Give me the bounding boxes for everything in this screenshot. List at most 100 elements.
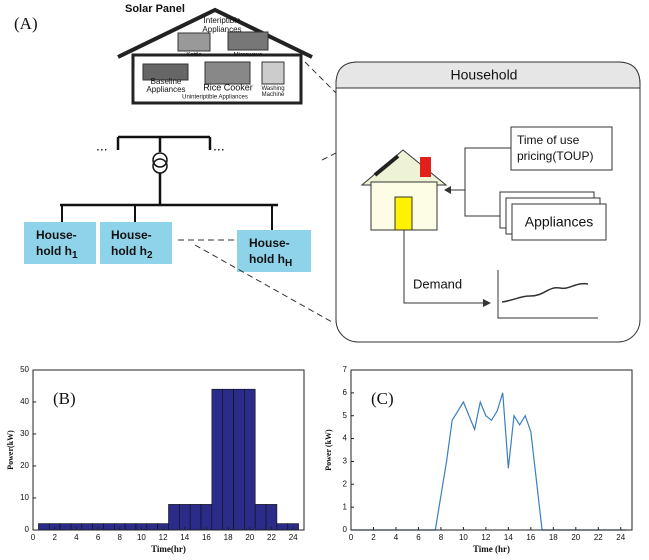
y-tick-label: 40 [20, 397, 29, 406]
x-tick-label: 8 [117, 533, 122, 542]
x-tick-label: 0 [31, 533, 36, 542]
x-tick-label: 22 [267, 533, 276, 542]
bar [265, 504, 278, 531]
x-tick-label: 10 [137, 533, 146, 542]
x-tick-label: 2 [371, 533, 376, 542]
bar [233, 388, 245, 531]
subscript: H [285, 258, 292, 269]
bar [124, 523, 137, 531]
arrowhead [483, 299, 491, 307]
bar [200, 504, 213, 531]
household-label: House-hold hH [249, 236, 292, 268]
bar [222, 388, 234, 531]
kettle-icon [177, 32, 211, 52]
label: Interiptible Appliances [202, 16, 241, 34]
y-tick-label: 30 [20, 429, 29, 438]
kettle-label: Kettle [186, 53, 202, 59]
baseline-icon [142, 63, 189, 81]
panel-label: (A) [14, 14, 38, 33]
y-tick-label: 6 [343, 388, 348, 397]
x-tick-label: 20 [245, 533, 254, 542]
bar [211, 388, 224, 531]
label-line: House- [36, 228, 77, 242]
label-line: hold h [36, 244, 72, 258]
toup-label: Time of use pricing(TOUP) [517, 133, 593, 163]
label-line: Time of use [517, 133, 580, 147]
chart-panel [328, 357, 649, 560]
x-tick-label: 14 [180, 533, 189, 542]
x-tick-label: 2 [52, 533, 57, 542]
washing-icon [261, 61, 285, 85]
household-label: House-hold h2 [111, 228, 153, 260]
x-tick-label: 16 [202, 533, 211, 542]
household-label: House-hold h1 [36, 228, 78, 260]
demand-link [403, 230, 484, 304]
household-box [24, 222, 96, 264]
x-tick-label: 16 [526, 533, 535, 542]
label-line: Machine [262, 92, 285, 98]
x-tick-label: 4 [394, 533, 399, 542]
x-tick-label: 20 [571, 533, 580, 542]
label-line: Appliances [202, 25, 241, 34]
home-illustration: Solar Panel Interiptible Appliances Kettl… [117, 3, 313, 105]
arrowhead [444, 186, 451, 194]
y-tick-label: 50 [20, 365, 29, 374]
x-tick-label: 24 [616, 533, 625, 542]
subscript: 1 [72, 250, 78, 261]
y-tick-label: 3 [343, 457, 348, 466]
x-tick-label: 8 [439, 533, 444, 542]
connectors [178, 61, 346, 323]
y-tick-label: 10 [20, 493, 29, 502]
microwave-icon [227, 31, 269, 51]
panel-label: (C) [371, 389, 394, 408]
link [464, 147, 511, 217]
x-tick-label: 24 [289, 533, 298, 542]
label: Washing Machine [261, 86, 285, 98]
bar [81, 523, 93, 531]
uninterruptible-label: Uninteriptible Appliances [182, 95, 248, 101]
subscript: 2 [147, 250, 153, 261]
x-tick-label: 12 [481, 533, 490, 542]
y-axis-label: Power (kW) [324, 429, 333, 471]
x-tick-label: 12 [159, 533, 168, 542]
line [351, 392, 627, 531]
bar [38, 523, 50, 531]
appliance-box [511, 203, 607, 241]
household-title: Household [451, 67, 518, 83]
bar [276, 523, 289, 531]
y-tick-label: 0 [343, 525, 348, 534]
bar [179, 504, 191, 531]
label-line: Interiptible [204, 16, 241, 25]
household-header [335, 61, 641, 89]
dots: ... [213, 138, 225, 154]
connector [194, 244, 333, 323]
demand-axes [497, 270, 598, 319]
roof [117, 7, 313, 59]
x-axis-label: Time(hr) [151, 544, 186, 554]
label-line: Baseline [151, 77, 182, 86]
household-box [100, 222, 172, 264]
x-tick-label: 18 [549, 533, 558, 542]
label-line: pricing(TOUP) [517, 149, 593, 163]
y-tick-label: 7 [343, 365, 348, 374]
bar [254, 504, 267, 531]
rice-cooker-label: Rice Cooker [203, 82, 253, 92]
microwave-label: Microwave [234, 53, 263, 59]
household-box [237, 230, 311, 272]
x-tick-label: 14 [504, 533, 513, 542]
bar [244, 388, 256, 531]
bar [168, 504, 180, 531]
y-tick-label: 4 [343, 434, 348, 443]
appliances-label: Appliances [525, 214, 594, 230]
y-tick-label: 2 [343, 479, 348, 488]
transformer [152, 152, 168, 168]
x-tick-label: 18 [224, 533, 233, 542]
x-tick-label: 4 [74, 533, 79, 542]
power-grid [60, 135, 278, 230]
bar [59, 523, 72, 531]
rice-cooker-icon [204, 61, 251, 85]
y-axis-label: Power(kW) [6, 430, 15, 470]
plot-frame [32, 369, 305, 531]
dots: ... [96, 138, 108, 154]
